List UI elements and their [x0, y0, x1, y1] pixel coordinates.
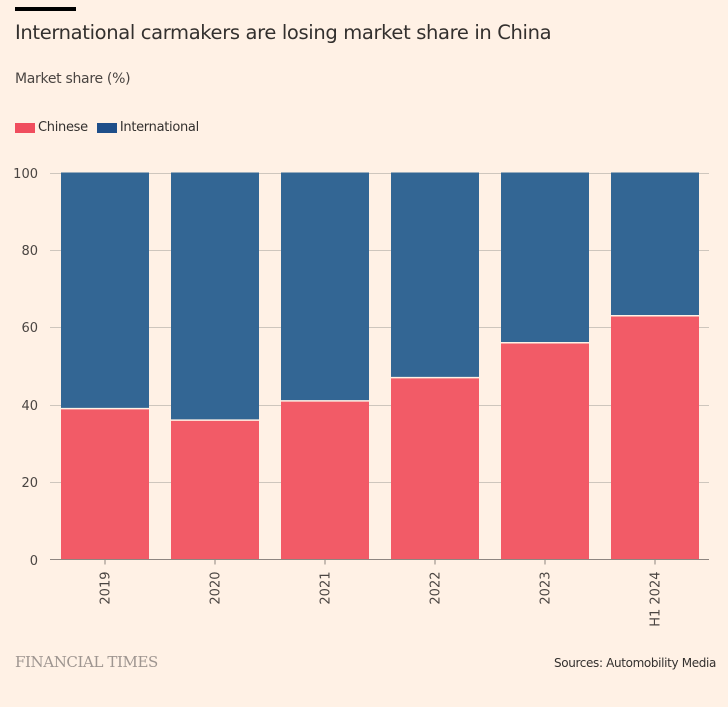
- y-tick-label: 60: [21, 321, 38, 336]
- bar-international-h1-2024: [611, 172, 699, 316]
- bar-chinese-2023: [501, 342, 589, 560]
- bar-chinese-2020: [171, 420, 259, 560]
- bar-chinese-2021: [281, 400, 369, 560]
- bar-chinese-h1-2024: [611, 315, 699, 560]
- y-tick-label: 80: [21, 244, 38, 259]
- bar-chinese-2022: [391, 377, 479, 560]
- x-tick-label: 2019: [99, 572, 114, 605]
- legend-label-international: International: [119, 120, 199, 135]
- y-tick-label: 40: [21, 399, 38, 414]
- bar-chinese-2019: [61, 408, 149, 560]
- x-tick-label: 2020: [209, 572, 224, 605]
- y-tick-label: 100: [13, 167, 38, 182]
- legend-item-chinese: Chinese: [15, 120, 88, 135]
- gridlines: [50, 173, 709, 483]
- y-tick-label: 20: [21, 476, 38, 491]
- legend-swatch-international: [96, 122, 117, 133]
- ft-logo: FINANCIAL TIMES: [15, 653, 158, 671]
- legend-swatch-chinese: [15, 122, 35, 133]
- bar-international-2021: [281, 172, 369, 401]
- source-note: Sources: Automobility Media: [553, 656, 716, 670]
- legend-item-international: International: [96, 120, 199, 135]
- y-tick-label: 0: [30, 554, 38, 569]
- chart-title: International carmakers are losing marke…: [15, 21, 552, 44]
- x-tick-label: 2021: [319, 572, 334, 605]
- bars: [61, 172, 699, 560]
- axes: 0 20 40 60 80 100 2019 2020 2021 2022 2023 H1 2024: [13, 167, 709, 627]
- x-tick-label: 2022: [429, 572, 444, 605]
- bar-international-2019: [61, 172, 149, 409]
- x-tick-label: H1 2024: [649, 572, 664, 627]
- legend-label-chinese: Chinese: [38, 120, 88, 135]
- bar-international-2023: [501, 172, 589, 343]
- x-tick-label: 2023: [539, 572, 554, 605]
- legend: Chinese International: [15, 120, 208, 135]
- top-rule: [15, 7, 76, 11]
- bar-international-2020: [171, 172, 259, 421]
- bar-international-2022: [391, 172, 479, 378]
- chart-subtitle: Market share (%): [15, 71, 131, 87]
